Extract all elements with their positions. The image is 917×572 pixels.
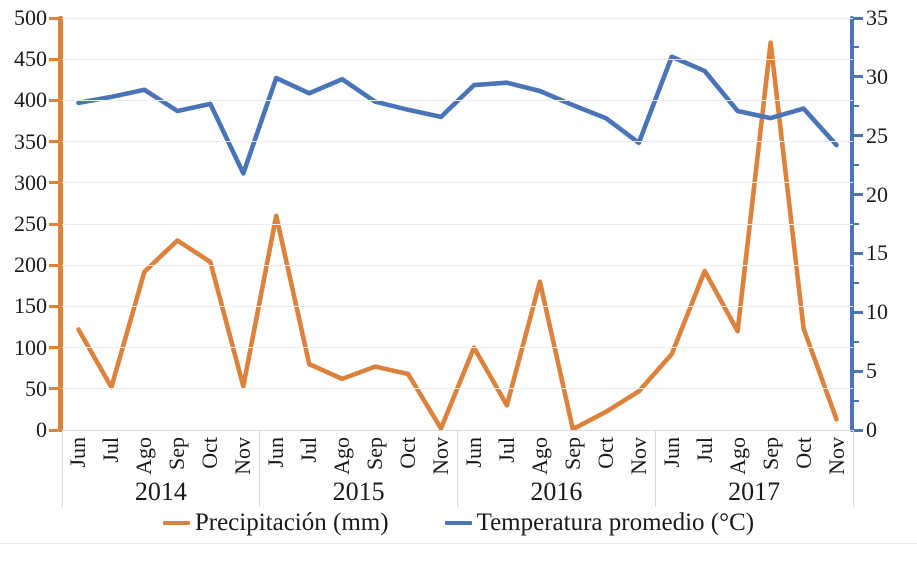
chart-series-layer <box>76 40 839 430</box>
left-axis-tick-label: 150 <box>14 293 47 319</box>
right-axis-minor-tick <box>854 399 859 402</box>
x-axis-year-label: 2017 <box>728 477 781 506</box>
left-axis-tick <box>49 222 58 226</box>
chart-bottom-rule <box>0 543 917 544</box>
left-axis-tick <box>49 346 58 350</box>
right-axis-tick-label: 15 <box>866 240 888 266</box>
left-axis-tick <box>49 98 58 102</box>
gridline <box>62 58 853 60</box>
gridline <box>62 182 853 184</box>
left-axis-tick <box>49 181 58 185</box>
right-axis-minor-tick <box>854 340 859 343</box>
year-group-separator <box>259 430 261 507</box>
legend: Precipitación (mm) Temperatura promedio … <box>0 506 917 540</box>
right-axis-tick-label: 35 <box>866 5 888 30</box>
right-axis-tick <box>854 369 863 373</box>
right-axis-tick-label: 25 <box>866 122 888 148</box>
right-axis-tick <box>854 428 863 432</box>
gridline <box>62 99 853 101</box>
right-axis-minor-tick <box>854 46 859 49</box>
right-axis-minor-tick <box>854 105 859 108</box>
left-axis-tick-label: 500 <box>14 5 47 30</box>
left-axis-tick-label: 250 <box>14 211 47 236</box>
gridline <box>62 347 853 349</box>
year-group-separator <box>457 430 458 507</box>
legend-item-precipitation: Precipitación (mm) <box>162 509 389 537</box>
left-axis-tick <box>49 263 58 267</box>
temperature-line <box>76 54 839 176</box>
x-axis-year-label: 2016 <box>530 477 583 506</box>
right-axis-tick <box>854 16 863 20</box>
left-axis-tick-label: 0 <box>36 417 47 442</box>
temperature-swatch <box>444 521 472 525</box>
right-axis-tick <box>854 310 863 314</box>
x-axis-year-label: 2015 <box>332 477 385 506</box>
year-group-separator <box>852 430 854 507</box>
year-group-separator <box>61 430 63 507</box>
left-axis-tick-label: 50 <box>25 375 47 401</box>
x-axis-year-label: 2014 <box>134 477 187 506</box>
right-axis-tick <box>854 193 863 197</box>
left-axis-tick-label: 350 <box>14 128 47 154</box>
gridline <box>62 264 853 266</box>
gridline <box>62 305 853 307</box>
left-axis-tick <box>49 304 58 308</box>
right-axis-tick-label: 5 <box>866 358 877 384</box>
year-group-separator <box>654 430 656 507</box>
right-axis-minor-tick <box>854 223 859 225</box>
gridline <box>62 388 853 390</box>
left-y-axis-line <box>58 16 63 432</box>
right-axis-tick-label: 0 <box>866 417 877 442</box>
right-axis-tick <box>854 75 863 79</box>
right-axis-tick <box>854 134 863 138</box>
right-axis-minor-tick <box>854 164 859 167</box>
left-axis-tick-label: 100 <box>14 334 47 360</box>
legend-label-temperature: Temperatura promedio (°C) <box>476 509 755 536</box>
left-axis-tick <box>49 140 58 144</box>
right-axis-minor-tick <box>854 281 859 284</box>
legend-item-temperature: Temperatura promedio (°C) <box>444 509 755 537</box>
left-axis-tick <box>49 387 58 391</box>
precipitation-line <box>76 40 839 430</box>
gridline <box>62 223 853 225</box>
gridline <box>62 17 853 19</box>
left-axis-tick-label: 400 <box>14 87 47 113</box>
right-axis-tick-label: 20 <box>866 181 888 207</box>
left-axis-tick <box>49 16 58 20</box>
right-axis-tick <box>854 251 863 255</box>
precipitation-swatch <box>162 521 190 525</box>
left-axis-tick-label: 300 <box>14 169 47 195</box>
right-axis-tick-label: 30 <box>866 63 888 89</box>
left-axis-tick <box>49 57 58 61</box>
gridline <box>62 141 853 143</box>
left-axis-tick-label: 200 <box>14 252 47 278</box>
left-axis-tick-label: 450 <box>14 46 47 72</box>
right-axis-tick-label: 10 <box>866 299 888 325</box>
left-axis-tick <box>49 428 58 432</box>
legend-label-precipitation: Precipitación (mm) <box>194 509 389 536</box>
